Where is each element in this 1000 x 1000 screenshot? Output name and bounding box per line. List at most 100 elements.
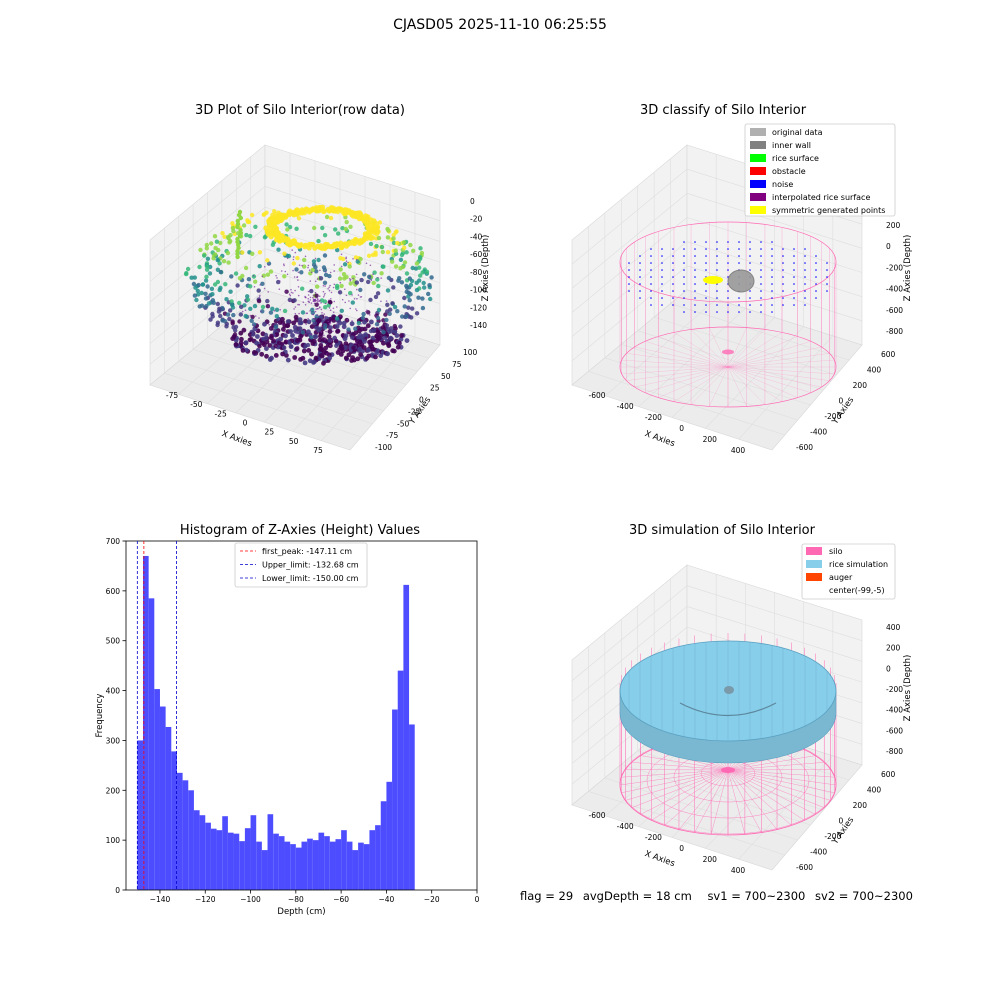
p1-point [361, 345, 367, 350]
p3-bar [273, 833, 279, 890]
p4-y-tick-label: -600 [796, 863, 813, 872]
p1-point [328, 307, 331, 309]
p1-point [313, 299, 316, 302]
p1-point [380, 300, 382, 303]
p1-point [324, 214, 330, 220]
p1-point [420, 296, 425, 301]
p1-point [278, 288, 281, 291]
p1-y-tick-label: 25 [430, 384, 440, 393]
p2-axes-box [571, 144, 863, 451]
p1-point [323, 324, 326, 327]
p1-point [307, 266, 309, 269]
p1-point [224, 297, 229, 302]
p1-point [297, 326, 303, 332]
p1-point [292, 258, 295, 261]
p1-point [321, 265, 327, 270]
p1-point [200, 282, 206, 287]
p1-point [314, 257, 317, 260]
p1-point [268, 234, 274, 240]
p1-point [265, 304, 271, 309]
p2-noise-point [661, 262, 663, 264]
p2-noise-point [727, 241, 729, 243]
p2-noise-point [804, 290, 806, 292]
p1-point [258, 317, 260, 319]
p1-point [315, 243, 321, 249]
p1-point [406, 305, 411, 310]
p3-y-axis-label: Frequency [95, 694, 105, 738]
p1-point [299, 207, 305, 213]
p1-point [307, 317, 309, 320]
p1-point [185, 266, 191, 272]
p2-noise-point [683, 262, 685, 264]
p1-point [260, 304, 266, 310]
p1-point [331, 339, 333, 342]
p1-point [353, 326, 358, 331]
p1-points [184, 204, 434, 366]
p1-point [408, 292, 413, 297]
p1-point [196, 292, 201, 297]
p2-noise-point [705, 290, 707, 292]
p3-bar [301, 841, 308, 890]
p1-point [249, 314, 252, 317]
p1-point [356, 335, 361, 340]
p1-point [328, 215, 334, 221]
p3-y-tick-label: 500 [106, 637, 121, 646]
p1-point [386, 275, 392, 281]
p1-point [316, 238, 321, 244]
p1-x-axis-label: X Axies [220, 429, 253, 449]
p3-bar [290, 844, 296, 890]
p1-x-tick-label: -50 [190, 400, 202, 409]
p2-noise-point [705, 248, 707, 250]
p1-point [385, 309, 390, 314]
p1-point [311, 318, 316, 323]
p1-point [288, 293, 291, 296]
p1-point [283, 333, 288, 339]
p1-point [248, 306, 253, 311]
p2-noise-point [683, 248, 685, 250]
p1-point [204, 274, 209, 279]
p3-bar [375, 825, 381, 890]
p1-point [366, 310, 371, 315]
p1-point [351, 294, 353, 296]
p3-bar [386, 781, 393, 890]
p1-point [282, 251, 287, 256]
p2-noise-point [727, 304, 729, 306]
p1-point [323, 305, 328, 310]
p3-legend-label: first_peak: -147.11 cm [262, 547, 352, 556]
p1-point [323, 313, 326, 315]
p1-point [260, 309, 265, 314]
p1-point [318, 300, 321, 303]
p2-noise-point [760, 304, 762, 306]
p1-point [264, 210, 269, 215]
p2-legend-label: original data [772, 128, 823, 137]
p1-point [325, 319, 330, 324]
p1-point [333, 300, 336, 303]
p1-point [235, 224, 240, 230]
p3-bar [278, 836, 285, 890]
p1-point [355, 273, 358, 276]
p1-point [335, 206, 341, 212]
p1-point [384, 317, 389, 323]
p2-noise-point [738, 255, 740, 257]
p2-legend-swatch [750, 180, 766, 188]
p1-point [211, 256, 216, 261]
p1-point [302, 264, 307, 269]
p1-point [380, 277, 383, 279]
p1-point [237, 276, 243, 281]
p1-point [377, 331, 382, 336]
p1-point [368, 241, 374, 247]
p2-noise-point [694, 290, 696, 292]
p1-point [373, 228, 379, 234]
p2-noise-point [771, 276, 773, 278]
p1-point [316, 207, 322, 213]
p1-point [379, 271, 384, 276]
p1-point [296, 243, 302, 249]
p2-noise-point [716, 262, 718, 264]
p2-noise-point [727, 269, 729, 271]
p1-point [294, 251, 297, 254]
p3-y-tick-label: 600 [106, 587, 121, 596]
p1-point [318, 333, 323, 339]
p1-point [379, 308, 382, 311]
p1-point [426, 291, 431, 297]
p2-noise-point [749, 255, 751, 257]
